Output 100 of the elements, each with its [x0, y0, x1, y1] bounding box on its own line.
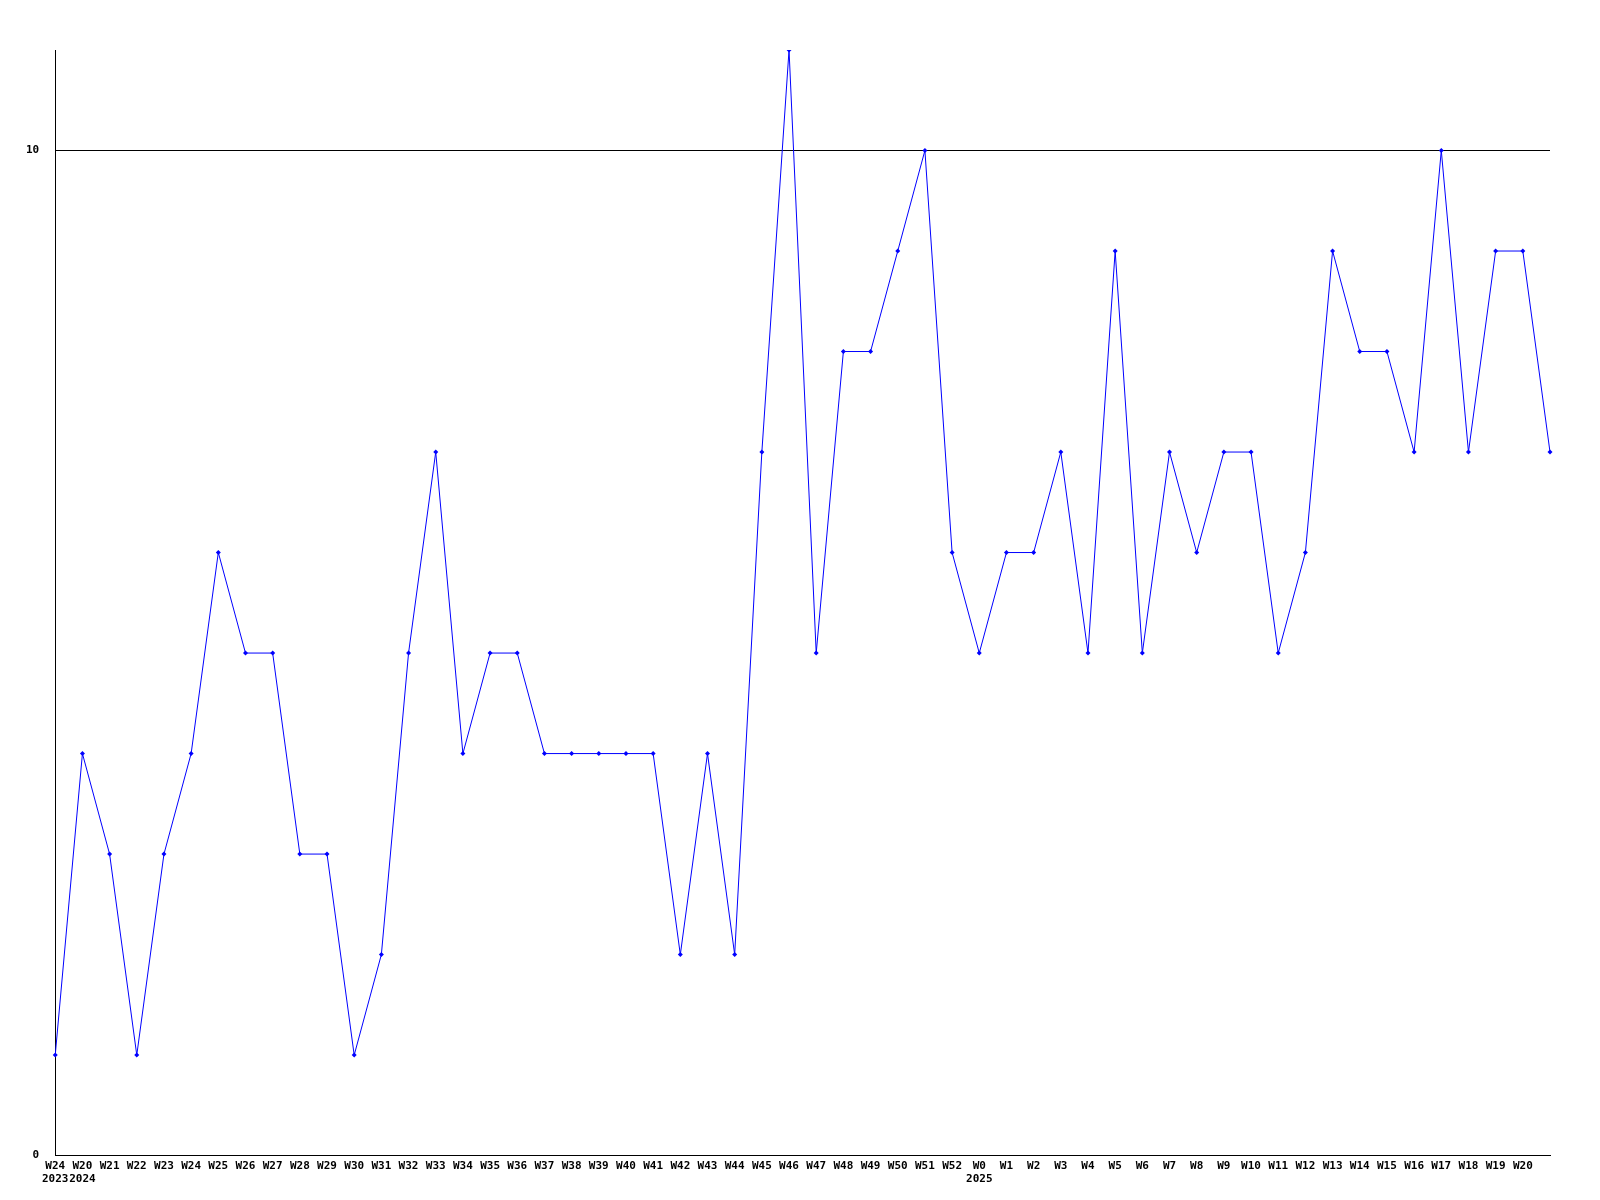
- x-tick-label: W5: [1108, 1159, 1122, 1173]
- point: [52, 1052, 58, 1058]
- point: [1248, 449, 1254, 455]
- point: [650, 751, 656, 757]
- point: [1058, 449, 1064, 455]
- x-tick-label: W11: [1268, 1159, 1289, 1173]
- x-tick-label: W41: [643, 1159, 664, 1173]
- point: [433, 449, 439, 455]
- point: [188, 751, 194, 757]
- point: [1384, 349, 1390, 355]
- x-tick-label: W27: [262, 1159, 283, 1173]
- point: [840, 349, 846, 355]
- x-tick-label: W38: [561, 1159, 582, 1173]
- y-tick-label: 10: [26, 143, 40, 157]
- x-tick-label: W22: [126, 1159, 147, 1173]
- point: [215, 550, 221, 556]
- x-tick-label: W2: [1027, 1159, 1041, 1173]
- x-tick-label: W0 2025: [966, 1159, 993, 1186]
- point: [1112, 248, 1118, 254]
- point: [161, 851, 167, 857]
- x-tick-label: W6: [1135, 1159, 1150, 1173]
- x-tick-label: W28: [289, 1159, 310, 1173]
- point: [895, 248, 901, 254]
- x-tick-label: W52: [942, 1159, 963, 1173]
- x-tick-label: W30: [344, 1159, 365, 1173]
- point: [79, 751, 85, 757]
- x-tick-label: W29: [317, 1159, 337, 1173]
- point: [1547, 449, 1553, 455]
- x-tick-label: W16: [1404, 1159, 1425, 1173]
- point: [134, 1052, 140, 1058]
- x-tick-label: W36: [507, 1159, 528, 1173]
- point: [242, 650, 248, 656]
- point: [922, 148, 928, 154]
- point: [1275, 650, 1281, 656]
- x-tick-label: W17: [1431, 1159, 1452, 1173]
- x-tick-label: W20: [1512, 1159, 1533, 1173]
- point: [1357, 349, 1363, 355]
- point: [1221, 449, 1227, 455]
- point: [976, 650, 982, 656]
- point: [868, 349, 874, 355]
- point: [1330, 248, 1336, 254]
- x-tick-label: W47: [806, 1159, 827, 1173]
- point: [596, 751, 602, 757]
- point: [378, 952, 384, 958]
- x-tick-label: W48: [833, 1159, 854, 1173]
- point: [732, 952, 738, 958]
- x-tick-label: W43: [697, 1159, 718, 1173]
- x-tick-label: W14: [1349, 1159, 1371, 1173]
- x-tick-label: W50: [887, 1159, 908, 1173]
- point: [460, 751, 466, 757]
- point: [487, 650, 493, 656]
- x-tick-label: W24 2023: [42, 1159, 69, 1186]
- point: [569, 751, 575, 757]
- point: [813, 650, 819, 656]
- point: [541, 751, 547, 757]
- x-tick-label: W10: [1241, 1159, 1261, 1173]
- x-tick-label: W23: [154, 1159, 174, 1173]
- point: [677, 952, 683, 958]
- point: [1520, 248, 1526, 254]
- point: [623, 751, 629, 757]
- x-tick-label: W40: [616, 1159, 636, 1173]
- x-tick-label: W18: [1458, 1159, 1479, 1173]
- point: [1411, 449, 1417, 455]
- point: [1302, 550, 1308, 556]
- point: [324, 851, 330, 857]
- x-tick-label: W12: [1295, 1159, 1316, 1173]
- x-tick-label: W26: [235, 1159, 256, 1173]
- point: [107, 851, 113, 857]
- x-tick-label: W45: [751, 1159, 772, 1173]
- x-tick-label: W35: [480, 1159, 501, 1173]
- x-tick-label: W13: [1322, 1159, 1343, 1173]
- point: [1438, 148, 1444, 154]
- point: [351, 1052, 357, 1058]
- point: [270, 650, 276, 656]
- x-tick-label: W20 2024: [69, 1159, 97, 1186]
- x-tick-label: W34: [452, 1159, 474, 1173]
- x-tick-label: W49: [860, 1159, 881, 1173]
- x-tick-label: W4: [1081, 1159, 1095, 1173]
- point: [705, 751, 710, 757]
- point: [514, 650, 520, 656]
- point: [1465, 449, 1471, 455]
- point: [1194, 550, 1200, 556]
- point: [1493, 248, 1499, 254]
- x-tick-label: W3: [1054, 1159, 1068, 1173]
- x-tick-label: W7: [1162, 1159, 1177, 1173]
- point: [1139, 650, 1145, 656]
- x-tick-label: W37: [534, 1159, 555, 1173]
- point: [759, 449, 765, 455]
- x-tick-label: W24: [181, 1159, 202, 1173]
- x-tick-label: W44: [724, 1159, 745, 1173]
- x-tick-label: W32: [398, 1159, 419, 1173]
- x-tick-label: W31: [371, 1159, 392, 1173]
- point: [406, 650, 412, 656]
- y-tick-label: 0: [32, 1148, 40, 1162]
- point: [1085, 650, 1091, 656]
- point: [1031, 550, 1037, 556]
- point: [949, 550, 955, 556]
- x-tick-label: W1: [999, 1159, 1014, 1173]
- x-tick-label: W19: [1485, 1159, 1506, 1173]
- x-tick-label: W46: [779, 1159, 800, 1173]
